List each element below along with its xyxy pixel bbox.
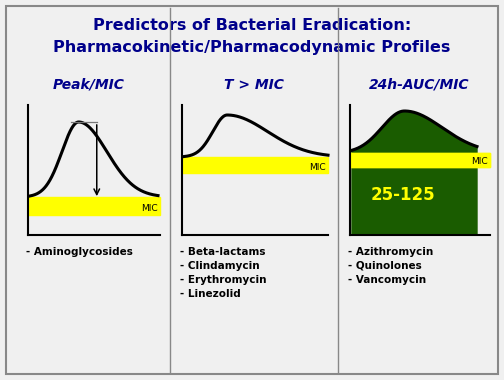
Text: - Linezolid: - Linezolid xyxy=(180,289,241,299)
Text: - Quinolones: - Quinolones xyxy=(348,261,422,271)
Bar xyxy=(350,153,490,167)
Text: MIC: MIC xyxy=(471,157,488,166)
Text: - Erythromycin: - Erythromycin xyxy=(180,275,267,285)
Text: T > MIC: T > MIC xyxy=(224,78,284,92)
Bar xyxy=(350,153,490,167)
Text: Pharmacokinetic/Pharmacodynamic Profiles: Pharmacokinetic/Pharmacodynamic Profiles xyxy=(53,40,451,55)
Text: 24h-AUC/MIC: 24h-AUC/MIC xyxy=(369,78,469,92)
Text: - Vancomycin: - Vancomycin xyxy=(348,275,426,285)
Text: - Beta-lactams: - Beta-lactams xyxy=(180,247,266,257)
Text: - Azithromycin: - Azithromycin xyxy=(348,247,433,257)
Text: MIC: MIC xyxy=(142,204,158,213)
Text: 25-125: 25-125 xyxy=(371,186,435,204)
Text: - Clindamycin: - Clindamycin xyxy=(180,261,260,271)
Text: - Aminoglycosides: - Aminoglycosides xyxy=(26,247,133,257)
Text: MIC: MIC xyxy=(309,163,326,172)
Text: Peak/MIC: Peak/MIC xyxy=(53,78,125,92)
Polygon shape xyxy=(352,111,477,235)
Bar xyxy=(28,197,160,215)
Bar xyxy=(182,157,328,173)
Text: Predictors of Bacterial Eradication:: Predictors of Bacterial Eradication: xyxy=(93,18,411,33)
